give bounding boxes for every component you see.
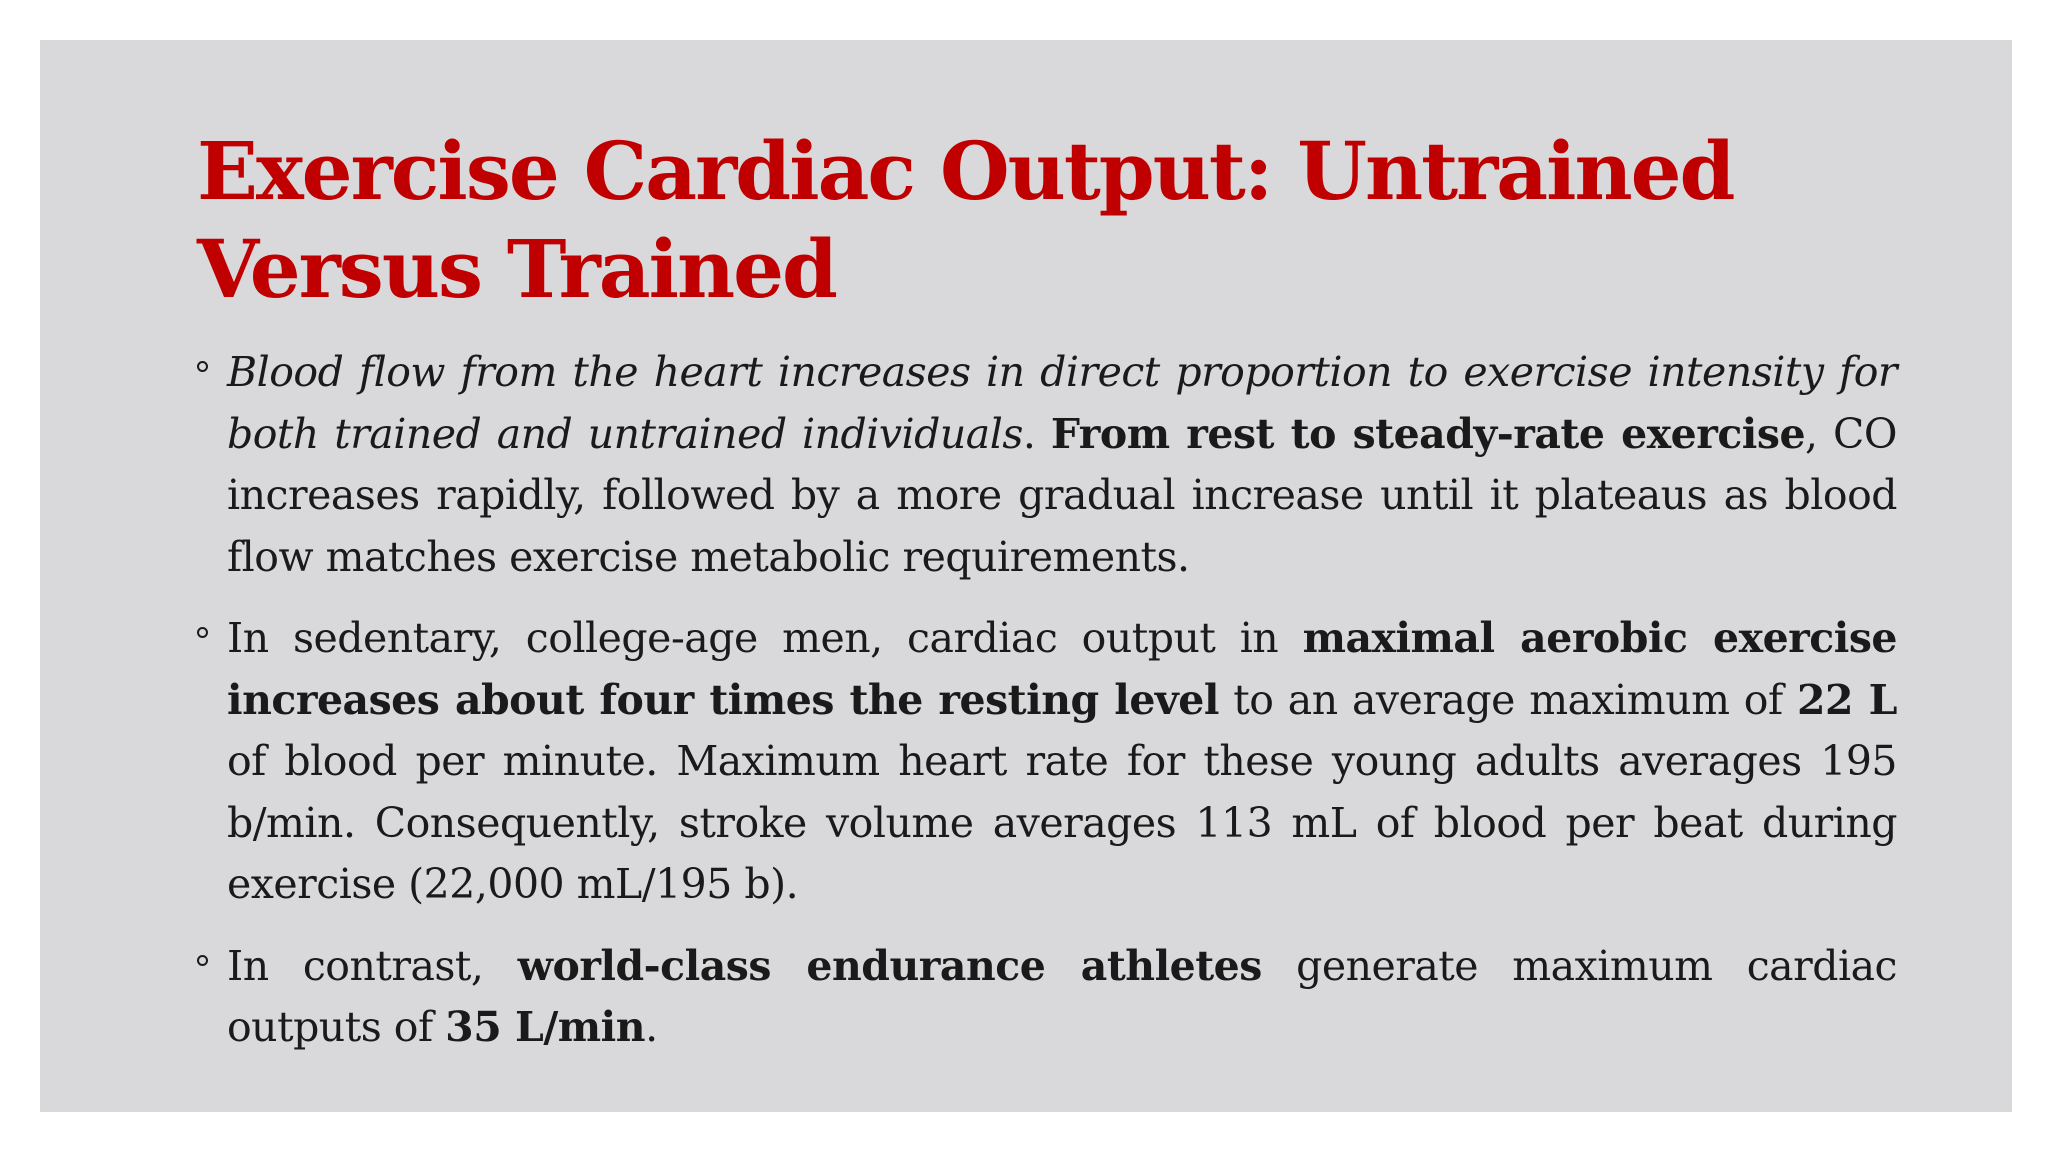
bullet-text: . bbox=[645, 1003, 658, 1051]
bullet-bold-text: From rest to steady-rate exercise bbox=[1050, 409, 1806, 458]
bullet-text: , CO increases rapidly, followed by a mo… bbox=[227, 409, 1898, 581]
bullet-item-athletes: In contrast, world-class endurance athle… bbox=[197, 936, 1897, 1059]
bullet-circle-icon bbox=[197, 361, 208, 372]
bullet-text: of blood per minute. Maximum heart rate … bbox=[227, 737, 1898, 908]
bullet-bold-text: maximal aerobic exercise increases about… bbox=[227, 614, 1898, 724]
bullet-text: In contrast, bbox=[227, 941, 518, 990]
bullet-item-sedentary-men: In sedentary, college-age men, cardiac o… bbox=[197, 608, 1898, 916]
bullet-bold-text: 35 L/min bbox=[445, 1003, 646, 1051]
slide: Exercise Cardiac Output: Untrained Versu… bbox=[40, 40, 2012, 1112]
bullet-circle-icon bbox=[197, 627, 208, 638]
bullet-text: In sedentary, college-age men, cardiac o… bbox=[227, 614, 1303, 662]
bullet-bold-text: 22 L bbox=[1797, 675, 1897, 724]
bullet-italic-text: Blood flow from the heart increases in d… bbox=[227, 348, 1898, 458]
slide-title: Exercise Cardiac Output: Untrained Versu… bbox=[197, 124, 1736, 316]
bullet-item-blood-flow: Blood flow from the heart increases in d… bbox=[197, 342, 1898, 588]
bullet-list: Blood flow from the heart increases in d… bbox=[197, 342, 1898, 1079]
bullet-circle-icon bbox=[197, 954, 208, 966]
bullet-text: to an average maximum of bbox=[1218, 675, 1797, 724]
bullet-bold-text: world-class endurance athletes bbox=[517, 941, 1263, 990]
bullet-text: . bbox=[1022, 409, 1051, 458]
bullet-text: generate maximum cardiac outputs of bbox=[227, 941, 1897, 1052]
